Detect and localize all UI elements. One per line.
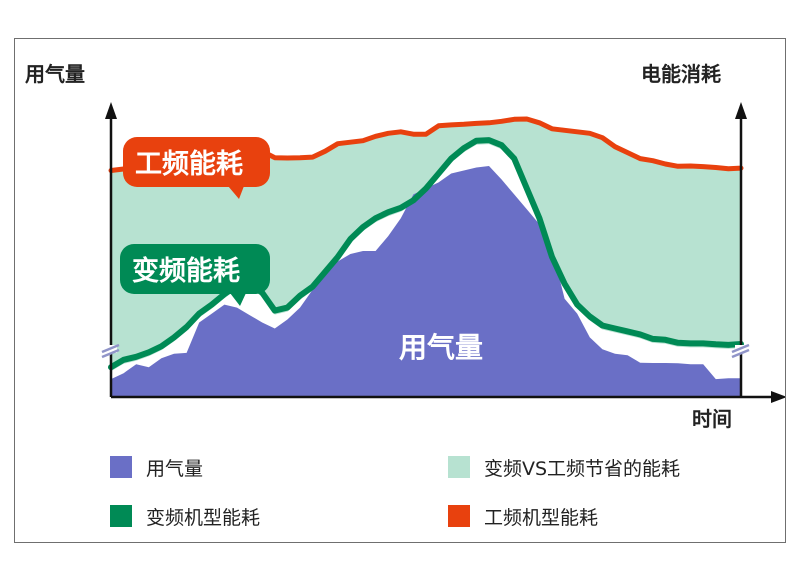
legend-item-savings: 变频VS工频节省的能耗 (448, 456, 680, 480)
callout-variable: 变频能耗 (120, 244, 270, 306)
legend-item-gas: 用气量 (110, 456, 203, 480)
legend-item-fixed: 工频机型能耗 (448, 505, 598, 529)
legend-swatch-variable (110, 505, 132, 527)
callout-variable-label: 变频能耗 (132, 255, 240, 287)
callout-variable-bubble (120, 244, 270, 294)
gas-area (111, 166, 741, 397)
legend-swatch-gas (110, 456, 132, 478)
y-axis-left-label: 用气量 (25, 62, 85, 86)
axis-break-right (731, 343, 750, 359)
legend: 用气量 变频VS工频节省的能耗 变频机型能耗 工频机型能耗 (110, 456, 680, 529)
y-axis-right-arrow (735, 102, 747, 119)
callout-fixed: 工频能耗 (123, 137, 270, 199)
legend-swatch-fixed (448, 505, 470, 527)
legend-swatch-savings (448, 456, 470, 478)
y-axis-right-label: 电能消耗 (641, 62, 721, 86)
legend-item-variable: 变频机型能耗 (110, 505, 260, 529)
variable-line (108, 137, 744, 371)
legend-label-variable: 变频机型能耗 (146, 507, 260, 529)
x-axis-label: 时间 (692, 407, 732, 431)
legend-label-savings: 变频VS工频节省的能耗 (484, 458, 680, 480)
callout-fixed-label: 工频能耗 (135, 148, 243, 180)
chart: 用气量 电能消耗 时间 用气量 工频能耗 变频能耗 用气量 变频VS工频节省的能… (25, 62, 785, 529)
axis-break-left (101, 343, 120, 359)
callout-fixed-bubble (123, 137, 270, 187)
chart-frame: 用气量 电能消耗 时间 用气量 工频能耗 变频能耗 用气量 变频VS工频节省的能… (14, 38, 786, 543)
callout-fixed-pointer (228, 186, 244, 199)
y-axis-left-arrow (105, 102, 117, 119)
area-inner-label: 用气量 (399, 331, 483, 364)
x-axis-arrow (771, 391, 785, 403)
legend-label-gas: 用气量 (146, 458, 203, 480)
callout-variable-pointer (230, 293, 246, 306)
legend-label-fixed: 工频机型能耗 (484, 507, 598, 529)
